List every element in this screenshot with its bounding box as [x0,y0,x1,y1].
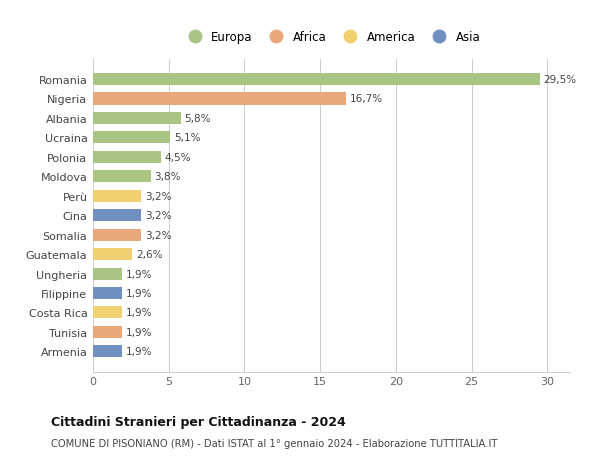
Bar [93,268,122,280]
Bar [93,287,122,299]
Text: 5,1%: 5,1% [174,133,200,143]
Bar [93,307,122,319]
Legend: Europa, Africa, America, Asia: Europa, Africa, America, Asia [183,31,480,44]
Text: 3,2%: 3,2% [145,191,172,202]
Bar [93,248,133,261]
Text: COMUNE DI PISONIANO (RM) - Dati ISTAT al 1° gennaio 2024 - Elaborazione TUTTITAL: COMUNE DI PISONIANO (RM) - Dati ISTAT al… [51,438,497,448]
Bar [93,132,170,144]
Text: 5,8%: 5,8% [185,114,211,123]
Text: Cittadini Stranieri per Cittadinanza - 2024: Cittadini Stranieri per Cittadinanza - 2… [51,415,346,428]
Text: 3,2%: 3,2% [145,230,172,240]
Bar [93,210,142,222]
Bar [93,112,181,125]
Text: 4,5%: 4,5% [165,152,191,162]
Bar [93,346,122,358]
Bar [93,151,161,163]
Bar [93,229,142,241]
Text: 3,2%: 3,2% [145,211,172,221]
Text: 2,6%: 2,6% [136,250,163,259]
Bar [93,93,346,105]
Bar [93,171,151,183]
Text: 1,9%: 1,9% [125,327,152,337]
Text: 3,8%: 3,8% [154,172,181,182]
Bar [93,190,142,202]
Text: 16,7%: 16,7% [350,94,383,104]
Bar [93,326,122,338]
Text: 1,9%: 1,9% [125,269,152,279]
Bar [93,74,540,86]
Text: 1,9%: 1,9% [125,288,152,298]
Text: 29,5%: 29,5% [544,75,577,85]
Text: 1,9%: 1,9% [125,308,152,318]
Text: 1,9%: 1,9% [125,347,152,357]
